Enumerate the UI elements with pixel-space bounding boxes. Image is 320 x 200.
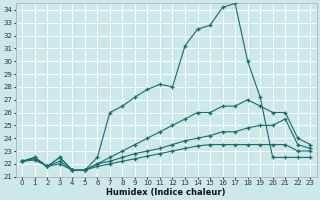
X-axis label: Humidex (Indice chaleur): Humidex (Indice chaleur) — [107, 188, 226, 197]
